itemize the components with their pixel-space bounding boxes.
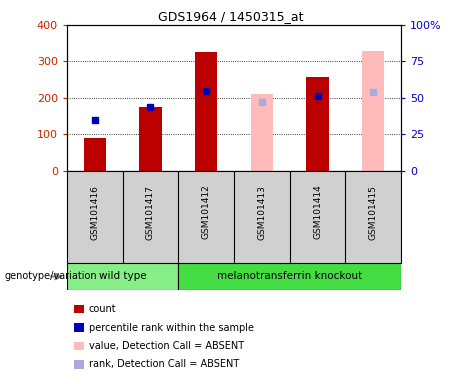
Text: wild type: wild type [99, 271, 146, 281]
Text: percentile rank within the sample: percentile rank within the sample [89, 323, 254, 333]
Text: melanotransferrin knockout: melanotransferrin knockout [217, 271, 362, 281]
Bar [362, 51, 384, 171]
Text: value, Detection Call = ABSENT: value, Detection Call = ABSENT [89, 341, 243, 351]
Bar [195, 52, 217, 171]
Bar [67, 263, 178, 290]
Text: GSM101413: GSM101413 [257, 185, 266, 240]
Bar [251, 94, 273, 171]
Text: GSM101417: GSM101417 [146, 185, 155, 240]
Text: genotype/variation: genotype/variation [5, 271, 97, 281]
Text: GSM101415: GSM101415 [369, 185, 378, 240]
Text: GSM101414: GSM101414 [313, 185, 322, 240]
Bar [307, 77, 329, 171]
Text: rank, Detection Call = ABSENT: rank, Detection Call = ABSENT [89, 359, 239, 369]
Text: GSM101412: GSM101412 [201, 185, 211, 240]
Text: count: count [89, 304, 116, 314]
Text: GSM101416: GSM101416 [90, 185, 99, 240]
Bar [83, 138, 106, 171]
Bar [139, 107, 161, 171]
Bar [178, 263, 401, 290]
Text: GDS1964 / 1450315_at: GDS1964 / 1450315_at [158, 10, 303, 23]
